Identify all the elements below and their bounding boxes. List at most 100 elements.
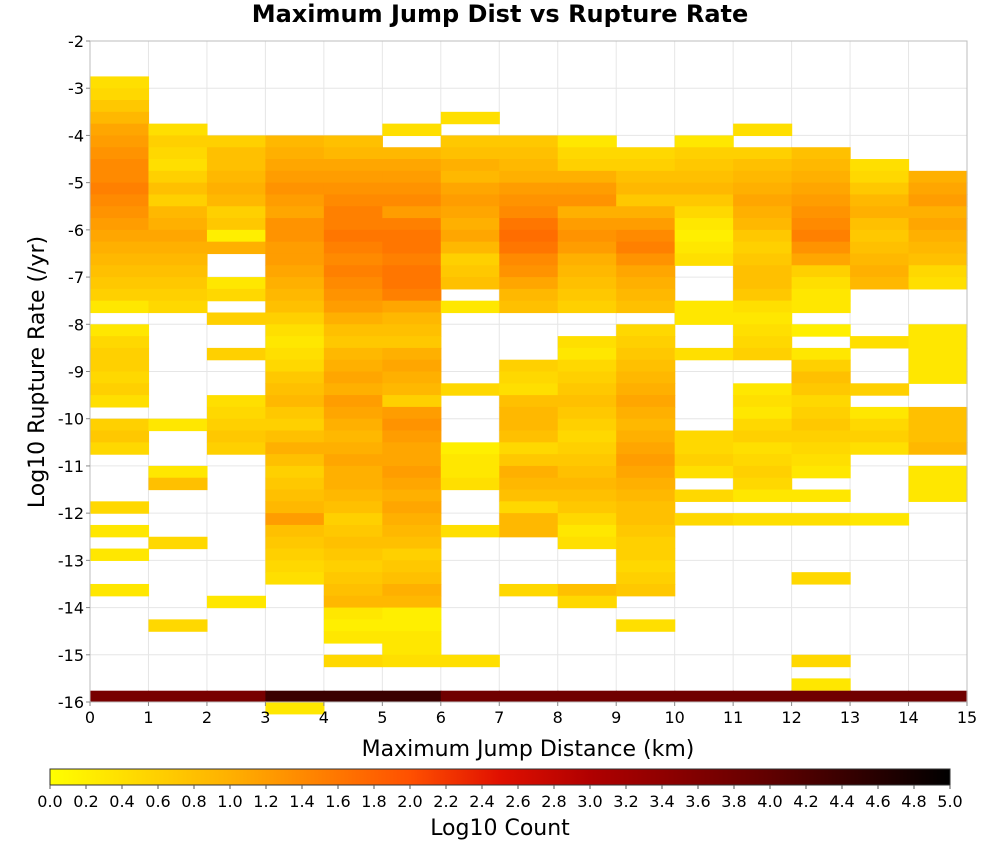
heatmap-cell — [323, 536, 383, 550]
heatmap-cell — [733, 406, 793, 420]
heatmap-cell — [791, 430, 851, 443]
heatmap-cell — [499, 218, 559, 231]
heatmap-cell — [440, 182, 500, 196]
heatmap-cell — [323, 595, 383, 609]
heatmap-cell — [733, 170, 793, 184]
heatmap-cell — [148, 159, 208, 172]
heatmap-cell — [557, 454, 617, 467]
heatmap-cell — [674, 513, 734, 526]
heatmap-cell — [733, 265, 793, 278]
heatmap-cell — [616, 583, 676, 597]
heatmap-cell — [382, 583, 442, 597]
heatmap-cell — [791, 300, 851, 314]
heatmap-cell — [382, 170, 442, 184]
heatmap-cell — [557, 194, 617, 207]
heatmap-cell — [323, 489, 383, 502]
heatmap-cell — [440, 465, 500, 479]
heatmap-cell — [791, 465, 851, 479]
colorbar-tick-label: 3.0 — [577, 792, 602, 811]
colorbar-tick-label: 3.6 — [685, 792, 710, 811]
heatmap-cell — [265, 465, 325, 479]
heatmap-cell — [791, 359, 851, 373]
heatmap-cell — [908, 442, 968, 455]
heatmap-cell — [148, 477, 208, 491]
colorbar — [49, 768, 951, 786]
heatmap-cell — [323, 583, 383, 597]
heatmap-cell — [323, 229, 383, 243]
heatmap-cell — [90, 76, 150, 89]
heatmap-cell — [90, 88, 150, 101]
heatmap-cell — [382, 572, 442, 585]
heatmap-cell — [265, 454, 325, 467]
heatmap-cell — [382, 442, 442, 455]
heatmap-cell — [148, 277, 208, 290]
heatmap-cell — [90, 501, 150, 514]
heatmap-cell — [616, 159, 676, 172]
heatmap-cell — [791, 324, 851, 337]
heatmap-cell — [557, 206, 617, 219]
heatmap-cell — [674, 465, 734, 479]
heatmap-cell — [265, 560, 325, 573]
heatmap-cell — [557, 583, 617, 597]
heatmap-cell — [616, 418, 676, 432]
heatmap-cell — [616, 241, 676, 255]
heatmap-cell — [148, 619, 208, 632]
heatmap-cell — [850, 418, 910, 432]
heatmap-cell — [499, 477, 559, 491]
heatmap-cell — [733, 395, 793, 408]
heatmap-cell — [733, 123, 793, 137]
heatmap-cell — [265, 170, 325, 184]
heatmap-cell — [850, 336, 910, 349]
heatmap-cell — [674, 489, 734, 502]
heatmap-cell — [90, 229, 150, 243]
x-axis-ticks: 0 1 2 3 4 5 6 7 8 9 10 11 12 13 14 15 — [85, 702, 977, 727]
heatmap-cell — [499, 194, 559, 207]
heatmap-cell — [323, 654, 383, 668]
colorbar-tick-label: 1.2 — [253, 792, 278, 811]
heatmap-cell — [440, 442, 500, 455]
heatmap-cell — [499, 159, 559, 172]
heatmap-cell — [499, 170, 559, 184]
heatmap-cell — [148, 170, 208, 184]
heatmap-cell — [908, 277, 968, 290]
heatmap-cell — [382, 406, 442, 420]
heatmap-cell — [674, 170, 734, 184]
heatmap-cell — [499, 206, 559, 219]
heatmap-cell — [265, 442, 325, 455]
heatmap-cell — [265, 147, 325, 160]
colorbar-tick-label: 1.8 — [361, 792, 386, 811]
y-axis-ticks: -2 -3 -4 -5 -6 -7 -8 -9 -10 -11 -12 -13 -14 -15 -16 — [58, 32, 90, 712]
heatmap-cell — [850, 218, 910, 231]
heatmap-cell — [908, 182, 968, 196]
heatmap-cell — [206, 159, 266, 172]
heatmap-cell — [323, 135, 383, 148]
heatmap-cell — [148, 265, 208, 278]
heatmap-cell — [148, 690, 208, 702]
heatmap-cell — [382, 477, 442, 491]
heatmap-cell — [908, 359, 968, 373]
colorbar-tick-label: 4.2 — [793, 792, 818, 811]
heatmap-cell — [557, 336, 617, 349]
heatmap-cell — [616, 383, 676, 396]
heatmap-cell — [557, 536, 617, 550]
x-tick-label: 14 — [898, 708, 918, 727]
heatmap-cell — [616, 218, 676, 231]
heatmap-cell — [382, 265, 442, 278]
heatmap-cell — [557, 489, 617, 502]
heatmap-cell — [382, 690, 442, 702]
heatmap-cell — [499, 265, 559, 278]
x-tick-label: 0 — [85, 708, 95, 727]
heatmap-cell — [440, 383, 500, 396]
heatmap-cell — [148, 300, 208, 314]
heatmap-cell — [265, 395, 325, 408]
heatmap-cell — [499, 513, 559, 526]
heatmap-cell — [323, 690, 383, 702]
heatmap-cell — [791, 288, 851, 302]
heatmap-cell — [206, 418, 266, 432]
colorbar-tick-label: 2.6 — [505, 792, 530, 811]
heatmap-cell — [206, 312, 266, 325]
heatmap-cell — [382, 359, 442, 373]
heatmap-cell — [733, 300, 793, 314]
colorbar-tick-label: 3.2 — [613, 792, 638, 811]
heatmap-cell — [616, 371, 676, 384]
